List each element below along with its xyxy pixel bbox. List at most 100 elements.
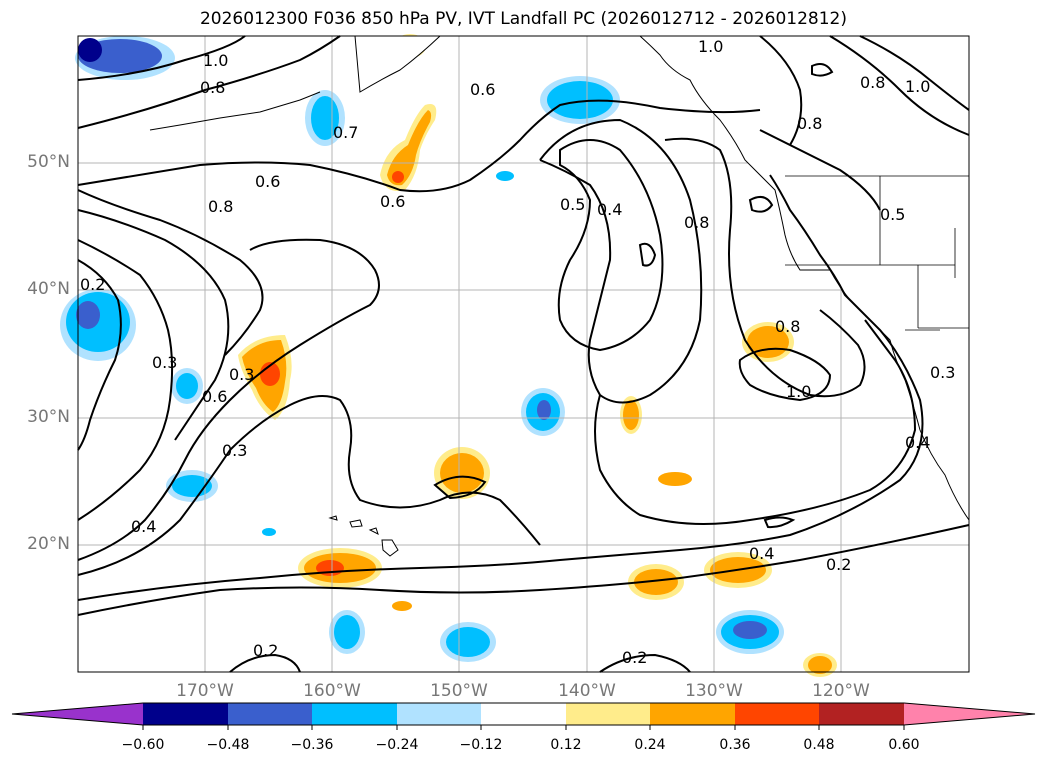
contour-label: 0.3 xyxy=(229,365,254,384)
contour-label: 0.8 xyxy=(860,73,885,92)
contour-label: 0.8 xyxy=(200,78,225,97)
contour-0.8-ne-2 xyxy=(829,35,970,136)
contour-label: 0.6 xyxy=(470,80,495,99)
contour-0.8-ne xyxy=(759,35,803,146)
colorbar-swatch xyxy=(143,703,228,725)
lat-label: 40°N xyxy=(27,279,70,299)
colorbar-tick-label: −0.36 xyxy=(290,737,334,753)
colorbar-tick-label: −0.24 xyxy=(375,737,419,753)
shade-positive-east-small xyxy=(620,396,642,434)
colorbar-swatch xyxy=(566,703,650,725)
contour-label: 0.3 xyxy=(152,353,177,372)
shade-negative-small-1 xyxy=(171,368,203,404)
contour-0.4-central xyxy=(539,118,703,404)
colorbar-tick-label: −0.12 xyxy=(459,737,503,753)
lon-label: 130°W xyxy=(685,681,743,701)
colorbar-swatch xyxy=(312,703,397,725)
north-america-land xyxy=(638,35,970,522)
contour-label: 0.6 xyxy=(202,387,227,406)
colorbar-swatch xyxy=(481,703,566,725)
shade-positive-sliver xyxy=(658,472,692,486)
colorbar-tick-label: 0.12 xyxy=(550,737,582,753)
colorbar-swatch xyxy=(228,703,312,725)
contour-0.6-west xyxy=(77,209,230,441)
colorbar-swatch xyxy=(735,703,819,725)
colorbar-extend-low xyxy=(12,703,143,725)
colorbar xyxy=(11,702,1036,730)
shade-positive-south-2 xyxy=(628,564,684,600)
shade-negative-central xyxy=(521,388,565,436)
contour-0.2-bottom-2 xyxy=(599,653,691,673)
contour-small-loop-4 xyxy=(763,516,796,529)
contour-label: 0.4 xyxy=(749,544,774,563)
contour-label: 0.5 xyxy=(560,195,585,214)
hawaii-islands xyxy=(328,515,399,557)
shade-positive-south-1 xyxy=(298,548,382,588)
contour-0.6-north xyxy=(77,99,761,193)
shade-positive-se-corner xyxy=(803,653,837,677)
shade-negative-tiny-2 xyxy=(262,528,276,536)
contour-label: 0.4 xyxy=(597,200,622,219)
colorbar-swatch xyxy=(819,703,904,725)
contour-0.2-bottom-1 xyxy=(229,653,301,673)
contour-label: 0.8 xyxy=(208,197,233,216)
land-layer xyxy=(149,35,970,557)
colorbar-tick-label: −0.60 xyxy=(121,737,165,753)
contour-small-loop-5 xyxy=(433,475,487,500)
contour-layer xyxy=(77,35,970,673)
map-title: 2026012300 F036 850 hPa PV, IVT Landfall… xyxy=(199,9,847,29)
lon-label: 150°W xyxy=(430,681,488,701)
contour-1.0-ne xyxy=(859,35,970,111)
contour-small-loop-1 xyxy=(638,242,657,267)
plot-frame xyxy=(77,35,970,673)
lat-label: 30°N xyxy=(27,407,70,427)
contour-0.3-central xyxy=(77,395,541,576)
contour-small-loop-3 xyxy=(811,63,834,77)
shade-negative-south-1 xyxy=(329,610,365,654)
contour-0.2-south xyxy=(77,524,970,616)
shade-positive-central xyxy=(434,447,490,499)
lon-label: 120°W xyxy=(812,681,870,701)
gridlines xyxy=(78,36,969,672)
colorbar-ticks xyxy=(142,725,905,730)
contour-label: 0.3 xyxy=(930,363,955,382)
contour-label: 0.8 xyxy=(797,114,822,133)
colorbar-tick-label: 0.60 xyxy=(888,737,920,753)
contour-0.8-nw xyxy=(77,35,341,129)
contour-label: 1.0 xyxy=(698,37,723,56)
colorbar-tick-label: −0.48 xyxy=(206,737,250,753)
contour-label: 1.0 xyxy=(905,77,930,96)
colorbar-tick-label: 0.48 xyxy=(803,737,835,753)
contour-label: 1.0 xyxy=(786,382,811,401)
contour-0.6-ne xyxy=(759,129,881,211)
lon-label: 170°W xyxy=(176,681,234,701)
aleutian-chain xyxy=(149,91,321,131)
contour-0.8-east xyxy=(664,137,866,398)
contour-label: 0.2 xyxy=(253,641,278,660)
shade-negative-south-3 xyxy=(716,610,784,654)
alaska-peninsula xyxy=(300,35,442,93)
colorbar-tick-label: 0.24 xyxy=(634,737,666,753)
contour-0.6-east xyxy=(594,319,917,525)
contour-label-layer: 1.0 0.8 0.7 0.6 0.8 0.6 0.6 0.5 0.4 0.8 … xyxy=(80,37,955,667)
shade-negative-west-edge xyxy=(60,289,136,361)
contour-0.3-west xyxy=(77,239,174,521)
colorbar-swatch xyxy=(650,703,735,725)
colorbar-tick-label: 0.36 xyxy=(719,737,751,753)
state-borders xyxy=(785,175,969,331)
contour-label: 0.6 xyxy=(380,192,405,211)
colorbar-extend-high xyxy=(904,703,1035,725)
lon-label: 140°W xyxy=(558,681,616,701)
contour-0.8-west xyxy=(77,189,264,356)
lat-label: 20°N xyxy=(27,534,70,554)
lon-label: 160°W xyxy=(303,681,361,701)
contour-label: 0.7 xyxy=(333,123,358,142)
shading-layer xyxy=(60,34,837,677)
contour-label: 0.5 xyxy=(880,205,905,224)
shade-negative-south-2 xyxy=(440,622,496,662)
contour-0.5-central xyxy=(557,139,664,352)
contour-label: 0.4 xyxy=(905,433,930,452)
contour-label: 0.2 xyxy=(826,555,851,574)
colorbar-swatch xyxy=(397,703,481,725)
